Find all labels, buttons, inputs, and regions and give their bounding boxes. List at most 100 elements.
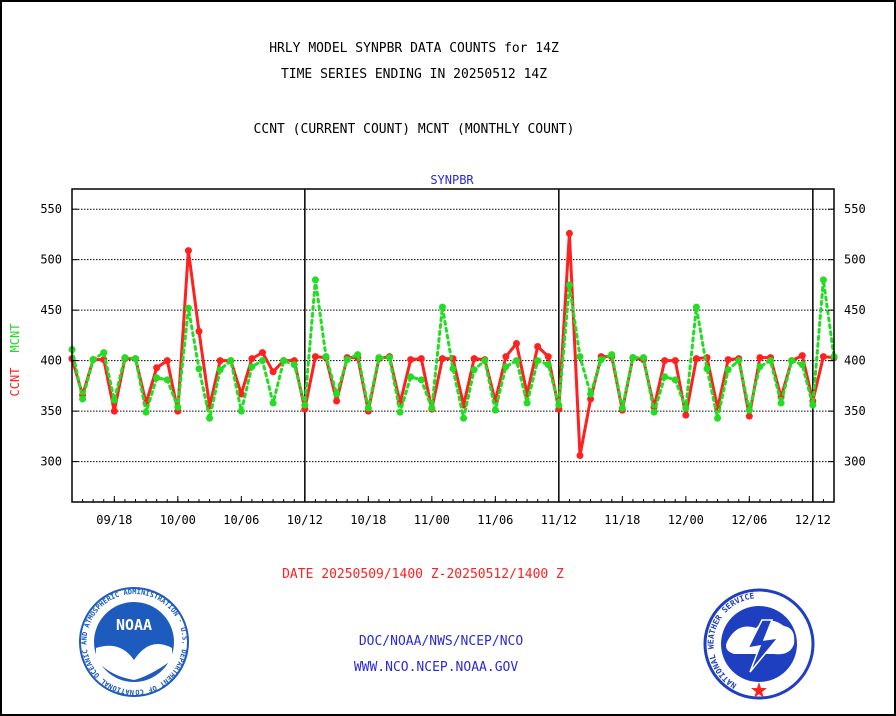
series-mcnt-point bbox=[195, 365, 203, 373]
series-mcnt-point bbox=[163, 376, 171, 384]
title-line-1: HRLY MODEL SYNPBR DATA COUNTS for 14Z bbox=[269, 41, 559, 56]
series-mcnt-point bbox=[523, 399, 531, 407]
chart-title: SYNPBR bbox=[430, 173, 474, 187]
series-mcnt-point bbox=[259, 357, 266, 365]
xtick-label: 10/18 bbox=[350, 513, 386, 527]
day-separators bbox=[304, 189, 814, 502]
series-mcnt-point bbox=[714, 414, 722, 422]
series-mcnt-point bbox=[513, 357, 520, 365]
series-mcnt-point bbox=[364, 404, 372, 412]
series-ccnt-point bbox=[724, 356, 732, 364]
xtick-label: 12/00 bbox=[668, 513, 704, 527]
series-ccnt-point bbox=[798, 352, 806, 360]
series-mcnt-point bbox=[608, 351, 616, 359]
series-mcnt-point bbox=[703, 365, 711, 373]
series-mcnt-point bbox=[661, 373, 669, 381]
series-ccnt-point bbox=[819, 353, 827, 361]
series-ccnt-point bbox=[216, 357, 224, 365]
ytick-label-right: 450 bbox=[844, 303, 866, 317]
ylabel-ccnt: CCNT bbox=[8, 368, 22, 397]
xtick-label: 12/06 bbox=[731, 513, 767, 527]
series-mcnt-point bbox=[269, 399, 277, 407]
series-ccnt-point bbox=[333, 397, 341, 405]
series-mcnt-point bbox=[354, 351, 362, 359]
series-ccnt-point bbox=[682, 411, 690, 419]
xtick-label: 11/18 bbox=[604, 513, 640, 527]
date-range: DATE 20250509/1400 Z-20250512/1400 Z bbox=[282, 567, 564, 582]
series-mcnt-point bbox=[280, 357, 288, 365]
series-mcnt-point bbox=[735, 357, 743, 365]
series-mcnt-point bbox=[79, 395, 87, 403]
series-ccnt-point bbox=[544, 353, 552, 361]
ytick-label-right: 350 bbox=[844, 404, 866, 418]
series-ccnt-point bbox=[671, 357, 679, 365]
subtitle: CCNT (CURRENT COUNT) MCNT (MONTHLY COUNT… bbox=[254, 122, 575, 137]
series-ccnt-point bbox=[513, 339, 520, 347]
series-mcnt-point bbox=[576, 353, 584, 361]
series-mcnt-point bbox=[788, 357, 796, 365]
series-ccnt-point bbox=[195, 327, 203, 335]
series-mcnt-point bbox=[248, 363, 256, 371]
ytick-label-left: 400 bbox=[40, 354, 62, 368]
series-mcnt-point bbox=[629, 354, 637, 362]
axes: 300 300 350 350 400 400 450 450 500 500 550 550 09/1… bbox=[40, 202, 865, 527]
series-ccnt-point bbox=[184, 247, 192, 255]
series-mcnt-point bbox=[534, 357, 542, 365]
ytick-label-right: 500 bbox=[844, 253, 866, 267]
series-mcnt-point bbox=[460, 414, 468, 422]
xtick-label: 10/06 bbox=[223, 513, 259, 527]
ytick-label-left: 500 bbox=[40, 253, 62, 267]
series-mcnt-point bbox=[428, 404, 436, 412]
series-mcnt-point bbox=[798, 361, 806, 369]
ytick-label-right: 400 bbox=[844, 354, 866, 368]
xtick-label: 12/12 bbox=[795, 513, 831, 527]
series-mcnt-point bbox=[756, 363, 764, 371]
series-ccnt-point bbox=[311, 353, 319, 361]
series-mcnt-point bbox=[745, 406, 753, 414]
series-mcnt-point bbox=[153, 374, 161, 382]
series-ccnt-point bbox=[110, 407, 118, 415]
title-line-2: TIME SERIES ENDING IN 20250512 14Z bbox=[281, 67, 547, 82]
ytick-label-left: 550 bbox=[40, 202, 62, 216]
series-mcnt-point bbox=[724, 366, 732, 374]
series-ccnt-point bbox=[163, 357, 171, 365]
series-mcnt-point bbox=[449, 365, 457, 373]
series-mcnt-point bbox=[692, 303, 700, 311]
xtick-label: 11/06 bbox=[477, 513, 513, 527]
series-mcnt-point bbox=[343, 356, 351, 364]
ytick-label-right: 300 bbox=[844, 455, 866, 469]
series-mcnt-point bbox=[174, 403, 182, 411]
series-mcnt-point bbox=[618, 404, 626, 412]
series-mcnt-point bbox=[110, 396, 118, 404]
series-ccnt-point bbox=[692, 355, 700, 363]
series-mcnt-point bbox=[132, 355, 139, 363]
ytick-label-left: 350 bbox=[40, 404, 62, 418]
xtick-label: 11/00 bbox=[414, 513, 450, 527]
series-ccnt-point bbox=[153, 364, 161, 372]
ylabel-mcnt: MCNT bbox=[8, 324, 22, 353]
xtick-label: 11/12 bbox=[541, 513, 577, 527]
series-ccnt-point bbox=[438, 355, 446, 363]
series-ccnt-point bbox=[745, 412, 753, 420]
noaa-center-text: NOAA bbox=[116, 616, 152, 634]
series-mcnt-point bbox=[438, 303, 446, 311]
xtick-label: 10/12 bbox=[287, 513, 323, 527]
ytick-label-left: 450 bbox=[40, 303, 62, 317]
series-mcnt-point bbox=[640, 354, 647, 362]
ytick-label-right: 550 bbox=[844, 202, 866, 216]
series-ccnt-point bbox=[565, 229, 573, 237]
series-mcnt-point bbox=[184, 304, 192, 312]
series-mcnt-point bbox=[491, 406, 499, 414]
website-link[interactable]: WWW.NCO.NCEP.NOAA.GOV bbox=[354, 660, 519, 675]
series-mcnt-point bbox=[597, 356, 605, 364]
series-ccnt-point bbox=[587, 395, 595, 403]
series-mcnt-point bbox=[301, 401, 309, 409]
series-ccnt-point bbox=[661, 357, 669, 365]
series-ccnt-point bbox=[502, 353, 510, 361]
series-mcnt-point bbox=[89, 356, 97, 364]
series-mcnt-point bbox=[375, 354, 383, 362]
series-mcnt-point bbox=[587, 390, 595, 398]
series-ccnt-point bbox=[534, 343, 542, 351]
series-mcnt-point bbox=[819, 276, 827, 284]
